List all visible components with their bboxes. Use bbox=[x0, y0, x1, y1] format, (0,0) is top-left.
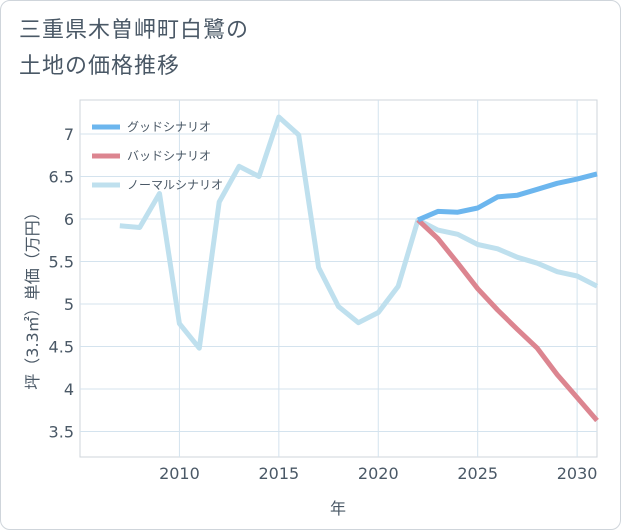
legend-label: バッドシナリオ bbox=[127, 149, 211, 163]
horizontal-gridlines bbox=[80, 133, 597, 432]
legend-label: グッドシナリオ bbox=[127, 120, 211, 134]
x-axis-title: 年 bbox=[330, 499, 346, 518]
y-tick-label: 7 bbox=[64, 125, 74, 144]
series-line-2 bbox=[119, 114, 599, 351]
y-tick-label: 5.5 bbox=[49, 253, 74, 272]
x-tick-labels: 2010 2015 2020 2025 2030 bbox=[159, 464, 597, 483]
y-tick-label: 4 bbox=[64, 380, 74, 399]
y-tick-labels: 3.5 4 4.5 5 5.5 6 6.5 7 bbox=[49, 125, 74, 442]
y-axis-title: 坪（3.3㎡）単価（万円） bbox=[23, 204, 42, 389]
x-tick-label: 2030 bbox=[557, 464, 598, 483]
legend-label: ノーマルシナリオ bbox=[127, 178, 223, 192]
series-line-1 bbox=[416, 218, 599, 423]
y-tick-label: 6.5 bbox=[49, 168, 74, 187]
x-tick-label: 2020 bbox=[358, 464, 399, 483]
y-tick-label: 3.5 bbox=[49, 423, 74, 442]
y-tick-label: 5 bbox=[64, 295, 74, 314]
chart-title: 三重県木曽岬町白鷺の 土地の価格推移 bbox=[19, 13, 249, 85]
plot-area-frame bbox=[79, 99, 598, 458]
x-tick-label: 2015 bbox=[258, 464, 299, 483]
x-tick-label: 2010 bbox=[159, 464, 200, 483]
y-tick-label: 6 bbox=[64, 210, 74, 229]
title-line-2: 土地の価格推移 bbox=[19, 54, 181, 79]
x-tick-label: 2025 bbox=[457, 464, 498, 483]
series-line-0 bbox=[417, 171, 598, 223]
y-tick-label: 4.5 bbox=[49, 338, 74, 357]
title-line-1: 三重県木曽岬町白鷺の bbox=[19, 18, 250, 43]
vertical-gridlines bbox=[178, 100, 578, 457]
series-lines bbox=[119, 114, 599, 423]
